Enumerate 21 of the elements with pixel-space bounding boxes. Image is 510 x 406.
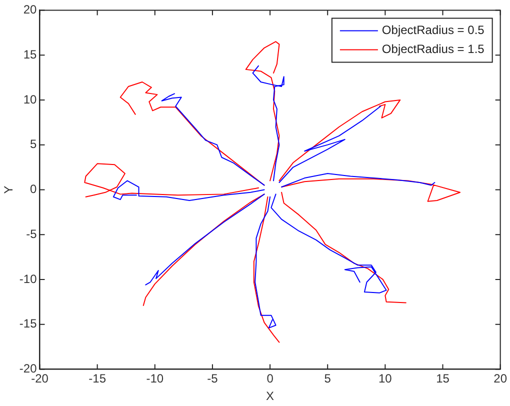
y-tick-label: -20 (19, 362, 38, 376)
y-axis-title: Y (2, 186, 16, 194)
y-tick-label: -5 (26, 226, 38, 241)
x-tick-label: 0 (266, 372, 274, 386)
y-tick-label: 10 (23, 92, 38, 106)
x-axis-title: X (266, 389, 274, 404)
x-tick-label: 20 (494, 372, 508, 386)
x-tick-label: -5 (207, 372, 218, 386)
y-tick-label: 5 (30, 137, 38, 152)
y-tick-label: 15 (23, 47, 38, 62)
y-tick-label: 20 (23, 2, 38, 17)
y-tick-label: 0 (30, 182, 38, 196)
y-tick-label: -10 (19, 272, 38, 286)
y-tick-label: -15 (19, 316, 38, 331)
x-tick-label: 15 (436, 372, 450, 386)
x-tick-label: 5 (324, 372, 332, 386)
x-tick-label: -15 (88, 372, 106, 386)
legend-label: ObjectRadius = 1.5 (382, 42, 485, 56)
x-tick-label: -10 (146, 372, 164, 386)
legend-label: ObjectRadius = 0.5 (382, 23, 485, 38)
x-tick-label: 10 (378, 372, 392, 386)
